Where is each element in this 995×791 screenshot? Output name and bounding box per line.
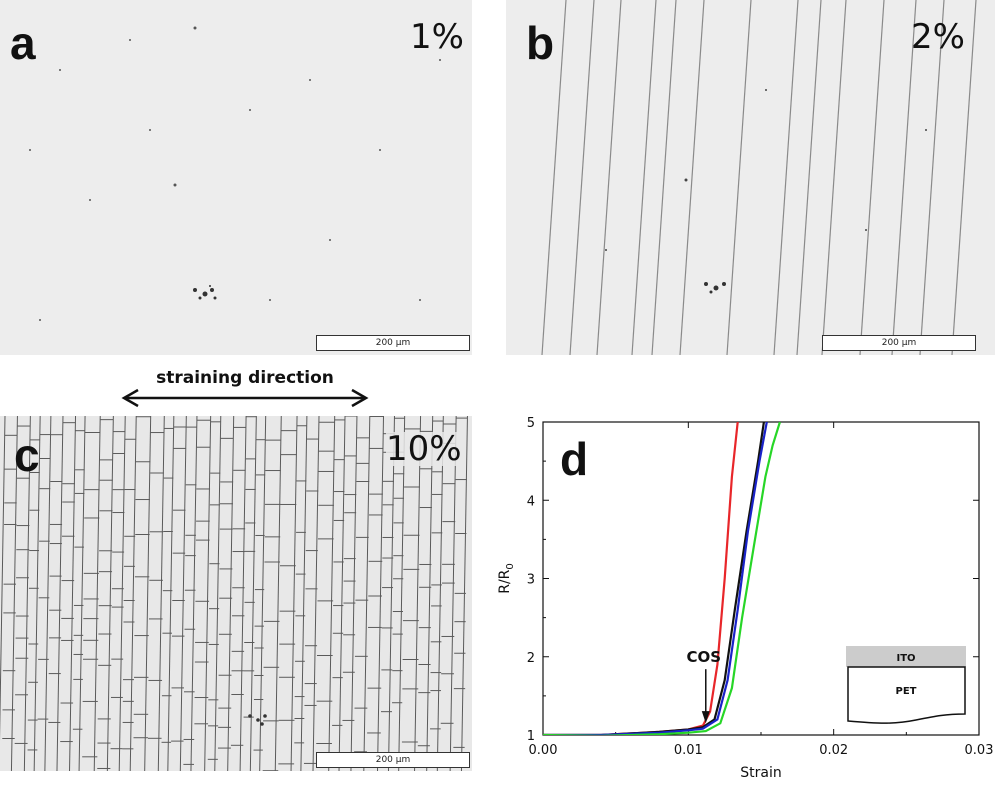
series-line-green [543, 422, 781, 735]
panel-letter-b: b [526, 17, 555, 69]
micrograph-panel-b: b 2% 200 μm [506, 0, 995, 355]
micrograph-b-cracks [541, 0, 977, 355]
x-axis-label: Strain [740, 765, 781, 781]
panel-letter-c: c [14, 429, 40, 481]
layer-schematic-inset: ITO PET [846, 646, 966, 724]
x-tick-label: 0.01 [674, 743, 703, 758]
straining-direction: straining direction [120, 368, 370, 412]
ito-label: ITO [896, 653, 915, 664]
x-tick-label: 0.02 [819, 743, 848, 758]
panel-letter-a: a [10, 17, 36, 69]
cos-annotation-label: COS [686, 648, 721, 666]
chart-panel-d: 0.00 0.01 0.02 0.03 1 2 3 4 5 Strain R/R0 COS ITO PET… [476, 396, 995, 791]
pet-layer [847, 666, 966, 724]
scalebar-a: 200 μm [316, 335, 470, 351]
y-tick-label: 2 [527, 651, 535, 666]
cos-arrow-head-icon [701, 711, 710, 724]
micrograph-a-texture [29, 26, 441, 321]
y-tick-label: 3 [527, 573, 535, 588]
y-tick-label: 1 [527, 729, 535, 744]
x-tick-label: 0.03 [965, 743, 994, 758]
series-line-blue [543, 422, 768, 735]
panel-letter-d: d [560, 433, 589, 485]
pet-label: PET [896, 686, 917, 697]
strain-label-c: 10% [386, 429, 462, 469]
micrograph-panel-c: c 10% 200 μm [0, 416, 472, 771]
scalebar-b: 200 μm [822, 335, 976, 351]
strain-label-a: 1% [410, 17, 464, 57]
micrograph-c-crack-network [0, 416, 468, 771]
resistance-strain-chart: 0.00 0.01 0.02 0.03 1 2 3 4 5 Strain R/R0 COS ITO PET [497, 416, 994, 781]
micrograph-panel-a: a 1% 200 μm [0, 0, 472, 355]
strain-label-b: 2% [911, 17, 965, 57]
straining-direction-label: straining direction [156, 368, 334, 388]
double-arrow-icon [121, 388, 369, 408]
y-tick-label: 4 [527, 494, 535, 509]
y-tick-label: 5 [527, 416, 535, 431]
scalebar-c: 200 μm [316, 752, 470, 768]
x-tick-label: 0.00 [529, 743, 558, 758]
ito-layer [846, 646, 966, 667]
y-axis-label: R/R0 [497, 563, 516, 594]
